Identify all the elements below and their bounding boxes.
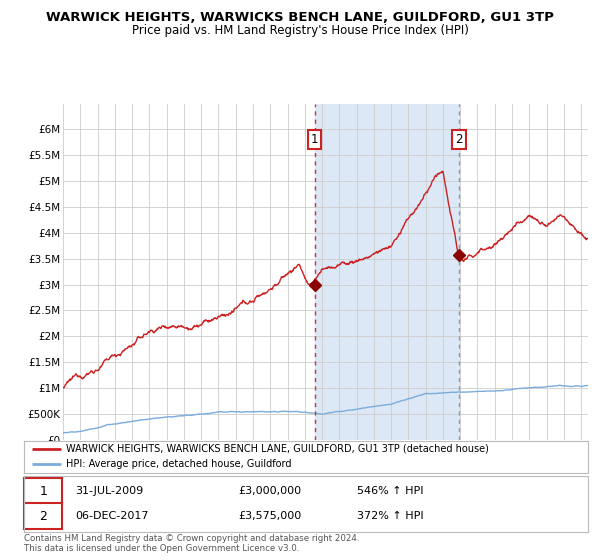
Text: 2: 2: [455, 133, 463, 146]
FancyBboxPatch shape: [24, 503, 62, 529]
Text: 372% ↑ HPI: 372% ↑ HPI: [357, 511, 424, 521]
Text: Contains HM Land Registry data © Crown copyright and database right 2024.
This d: Contains HM Land Registry data © Crown c…: [24, 534, 359, 553]
Text: £3,000,000: £3,000,000: [238, 486, 301, 496]
Text: 31-JUL-2009: 31-JUL-2009: [75, 486, 143, 496]
Text: WARWICK HEIGHTS, WARWICKS BENCH LANE, GUILDFORD, GU1 3TP: WARWICK HEIGHTS, WARWICKS BENCH LANE, GU…: [46, 11, 554, 24]
Text: 2: 2: [39, 510, 47, 523]
Bar: [315, 104, 459, 440]
Text: WARWICK HEIGHTS, WARWICKS BENCH LANE, GUILDFORD, GU1 3TP (detached house): WARWICK HEIGHTS, WARWICKS BENCH LANE, GU…: [66, 444, 489, 454]
Text: 1: 1: [311, 133, 319, 146]
Text: Price paid vs. HM Land Registry's House Price Index (HPI): Price paid vs. HM Land Registry's House …: [131, 24, 469, 37]
Text: 546% ↑ HPI: 546% ↑ HPI: [357, 486, 423, 496]
Text: 06-DEC-2017: 06-DEC-2017: [75, 511, 148, 521]
FancyBboxPatch shape: [24, 478, 62, 504]
Text: 1: 1: [39, 484, 47, 498]
Text: £3,575,000: £3,575,000: [238, 511, 302, 521]
Text: HPI: Average price, detached house, Guildford: HPI: Average price, detached house, Guil…: [66, 459, 292, 469]
